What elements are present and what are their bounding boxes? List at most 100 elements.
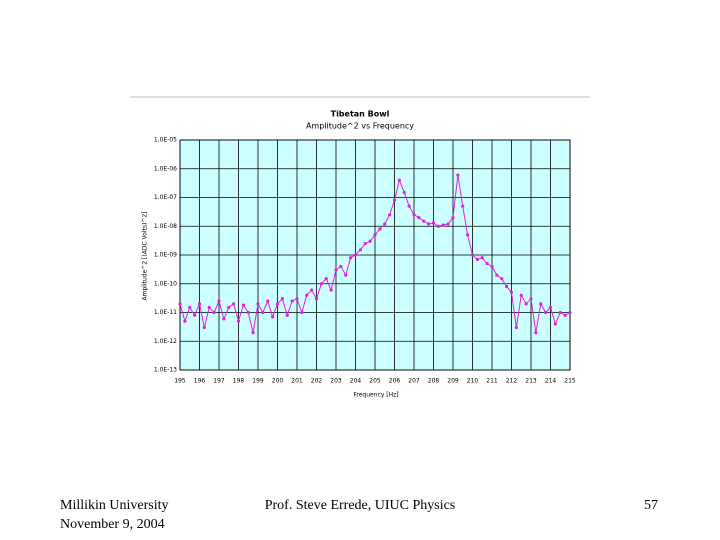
data-point bbox=[324, 277, 328, 281]
data-point bbox=[548, 305, 553, 310]
data-point bbox=[524, 302, 528, 306]
data-point bbox=[295, 297, 299, 301]
data-point bbox=[407, 204, 411, 208]
data-point bbox=[534, 330, 538, 335]
data-point bbox=[197, 302, 202, 306]
y-tick-label: 1.0E-09 bbox=[154, 252, 177, 259]
x-axis-label: Frequency [Hz] bbox=[353, 392, 398, 399]
chart-title: Tibetan Bowl bbox=[331, 110, 390, 119]
data-point bbox=[300, 310, 304, 315]
data-point bbox=[256, 302, 260, 306]
data-point bbox=[349, 256, 353, 260]
data-point bbox=[451, 215, 455, 220]
data-point bbox=[285, 313, 289, 317]
y-tick-label: 1.0E-13 bbox=[154, 367, 177, 374]
data-point bbox=[392, 198, 397, 202]
data-point bbox=[470, 253, 475, 257]
data-point bbox=[466, 233, 470, 237]
footer-author: Prof. Steve Errede, UIUC Physics bbox=[265, 498, 456, 513]
data-point bbox=[222, 317, 226, 321]
data-point bbox=[193, 313, 197, 317]
data-point bbox=[480, 256, 484, 260]
x-tick-label: 197 bbox=[213, 378, 225, 385]
data-point bbox=[251, 330, 255, 335]
data-point bbox=[373, 233, 377, 237]
data-point bbox=[188, 305, 192, 310]
x-tick-label: 205 bbox=[369, 378, 381, 385]
data-point bbox=[514, 325, 518, 330]
slide-number: 57 bbox=[644, 498, 658, 513]
data-point bbox=[568, 310, 572, 315]
data-point bbox=[290, 299, 294, 303]
x-tick-label: 211 bbox=[486, 378, 498, 385]
data-point bbox=[271, 315, 275, 319]
y-axis-label: Amplitude^2 [(ADC Volts)^2] bbox=[142, 212, 149, 301]
data-point bbox=[519, 293, 523, 297]
data-point bbox=[236, 319, 241, 323]
data-point bbox=[241, 303, 245, 307]
data-point bbox=[363, 241, 367, 246]
data-point bbox=[427, 222, 431, 226]
data-point bbox=[388, 213, 392, 217]
data-point bbox=[505, 284, 509, 289]
data-point bbox=[368, 239, 372, 243]
y-tick-label: 1.0E-08 bbox=[154, 223, 177, 230]
data-point bbox=[436, 224, 440, 228]
x-tick-label: 195 bbox=[174, 378, 186, 385]
data-point bbox=[490, 264, 494, 269]
data-point bbox=[485, 262, 489, 266]
chart-subtitle: Amplitude^2 vs Frequency bbox=[306, 122, 414, 131]
data-point bbox=[417, 215, 421, 220]
footer-institution: Millikin University bbox=[60, 498, 169, 513]
data-point bbox=[495, 273, 499, 277]
data-point bbox=[232, 302, 236, 306]
y-tick-label: 1.0E-07 bbox=[154, 194, 177, 201]
data-point bbox=[207, 305, 211, 310]
data-point bbox=[422, 219, 426, 223]
data-point bbox=[261, 310, 265, 315]
y-tick-label: 1.0E-10 bbox=[154, 280, 177, 287]
data-point bbox=[553, 322, 557, 326]
x-tick-label: 203 bbox=[330, 378, 342, 385]
x-tick-label: 198 bbox=[233, 378, 245, 385]
data-point bbox=[563, 313, 567, 317]
data-point bbox=[402, 190, 406, 195]
data-point bbox=[314, 297, 319, 301]
data-point bbox=[319, 282, 323, 286]
data-point bbox=[266, 299, 270, 303]
data-point bbox=[378, 227, 382, 231]
data-point bbox=[456, 173, 460, 177]
x-tick-label: 199 bbox=[252, 378, 264, 385]
x-tick-label: 210 bbox=[467, 378, 479, 385]
x-tick-label: 208 bbox=[428, 378, 440, 385]
data-point bbox=[280, 297, 284, 301]
data-point bbox=[183, 319, 187, 323]
data-point bbox=[217, 299, 221, 303]
chart: Tibetan Bowl Amplitude^2 vs Frequency Fr… bbox=[142, 110, 576, 399]
x-tick-label: 213 bbox=[525, 378, 537, 385]
data-point bbox=[529, 297, 533, 301]
data-point bbox=[334, 268, 338, 272]
x-tick-label: 215 bbox=[564, 378, 576, 385]
x-tick-label: 214 bbox=[545, 378, 557, 385]
data-point bbox=[412, 213, 416, 217]
x-tick-label: 207 bbox=[408, 378, 420, 385]
y-tick-label: 1.0E-06 bbox=[154, 165, 177, 172]
x-tick-label: 196 bbox=[194, 378, 206, 385]
data-point bbox=[544, 310, 548, 315]
x-tick-label: 201 bbox=[291, 378, 303, 385]
x-tick-label: 209 bbox=[447, 378, 459, 385]
x-tick-label: 204 bbox=[350, 378, 362, 385]
data-point bbox=[353, 253, 358, 257]
data-point bbox=[358, 248, 362, 252]
data-point bbox=[246, 310, 250, 315]
x-tick-label: 212 bbox=[506, 378, 518, 385]
data-point bbox=[212, 310, 216, 315]
data-point bbox=[558, 310, 562, 315]
data-point bbox=[339, 264, 343, 269]
data-point bbox=[305, 293, 309, 297]
data-point bbox=[431, 221, 436, 225]
data-point bbox=[275, 302, 280, 306]
data-point bbox=[475, 257, 479, 262]
